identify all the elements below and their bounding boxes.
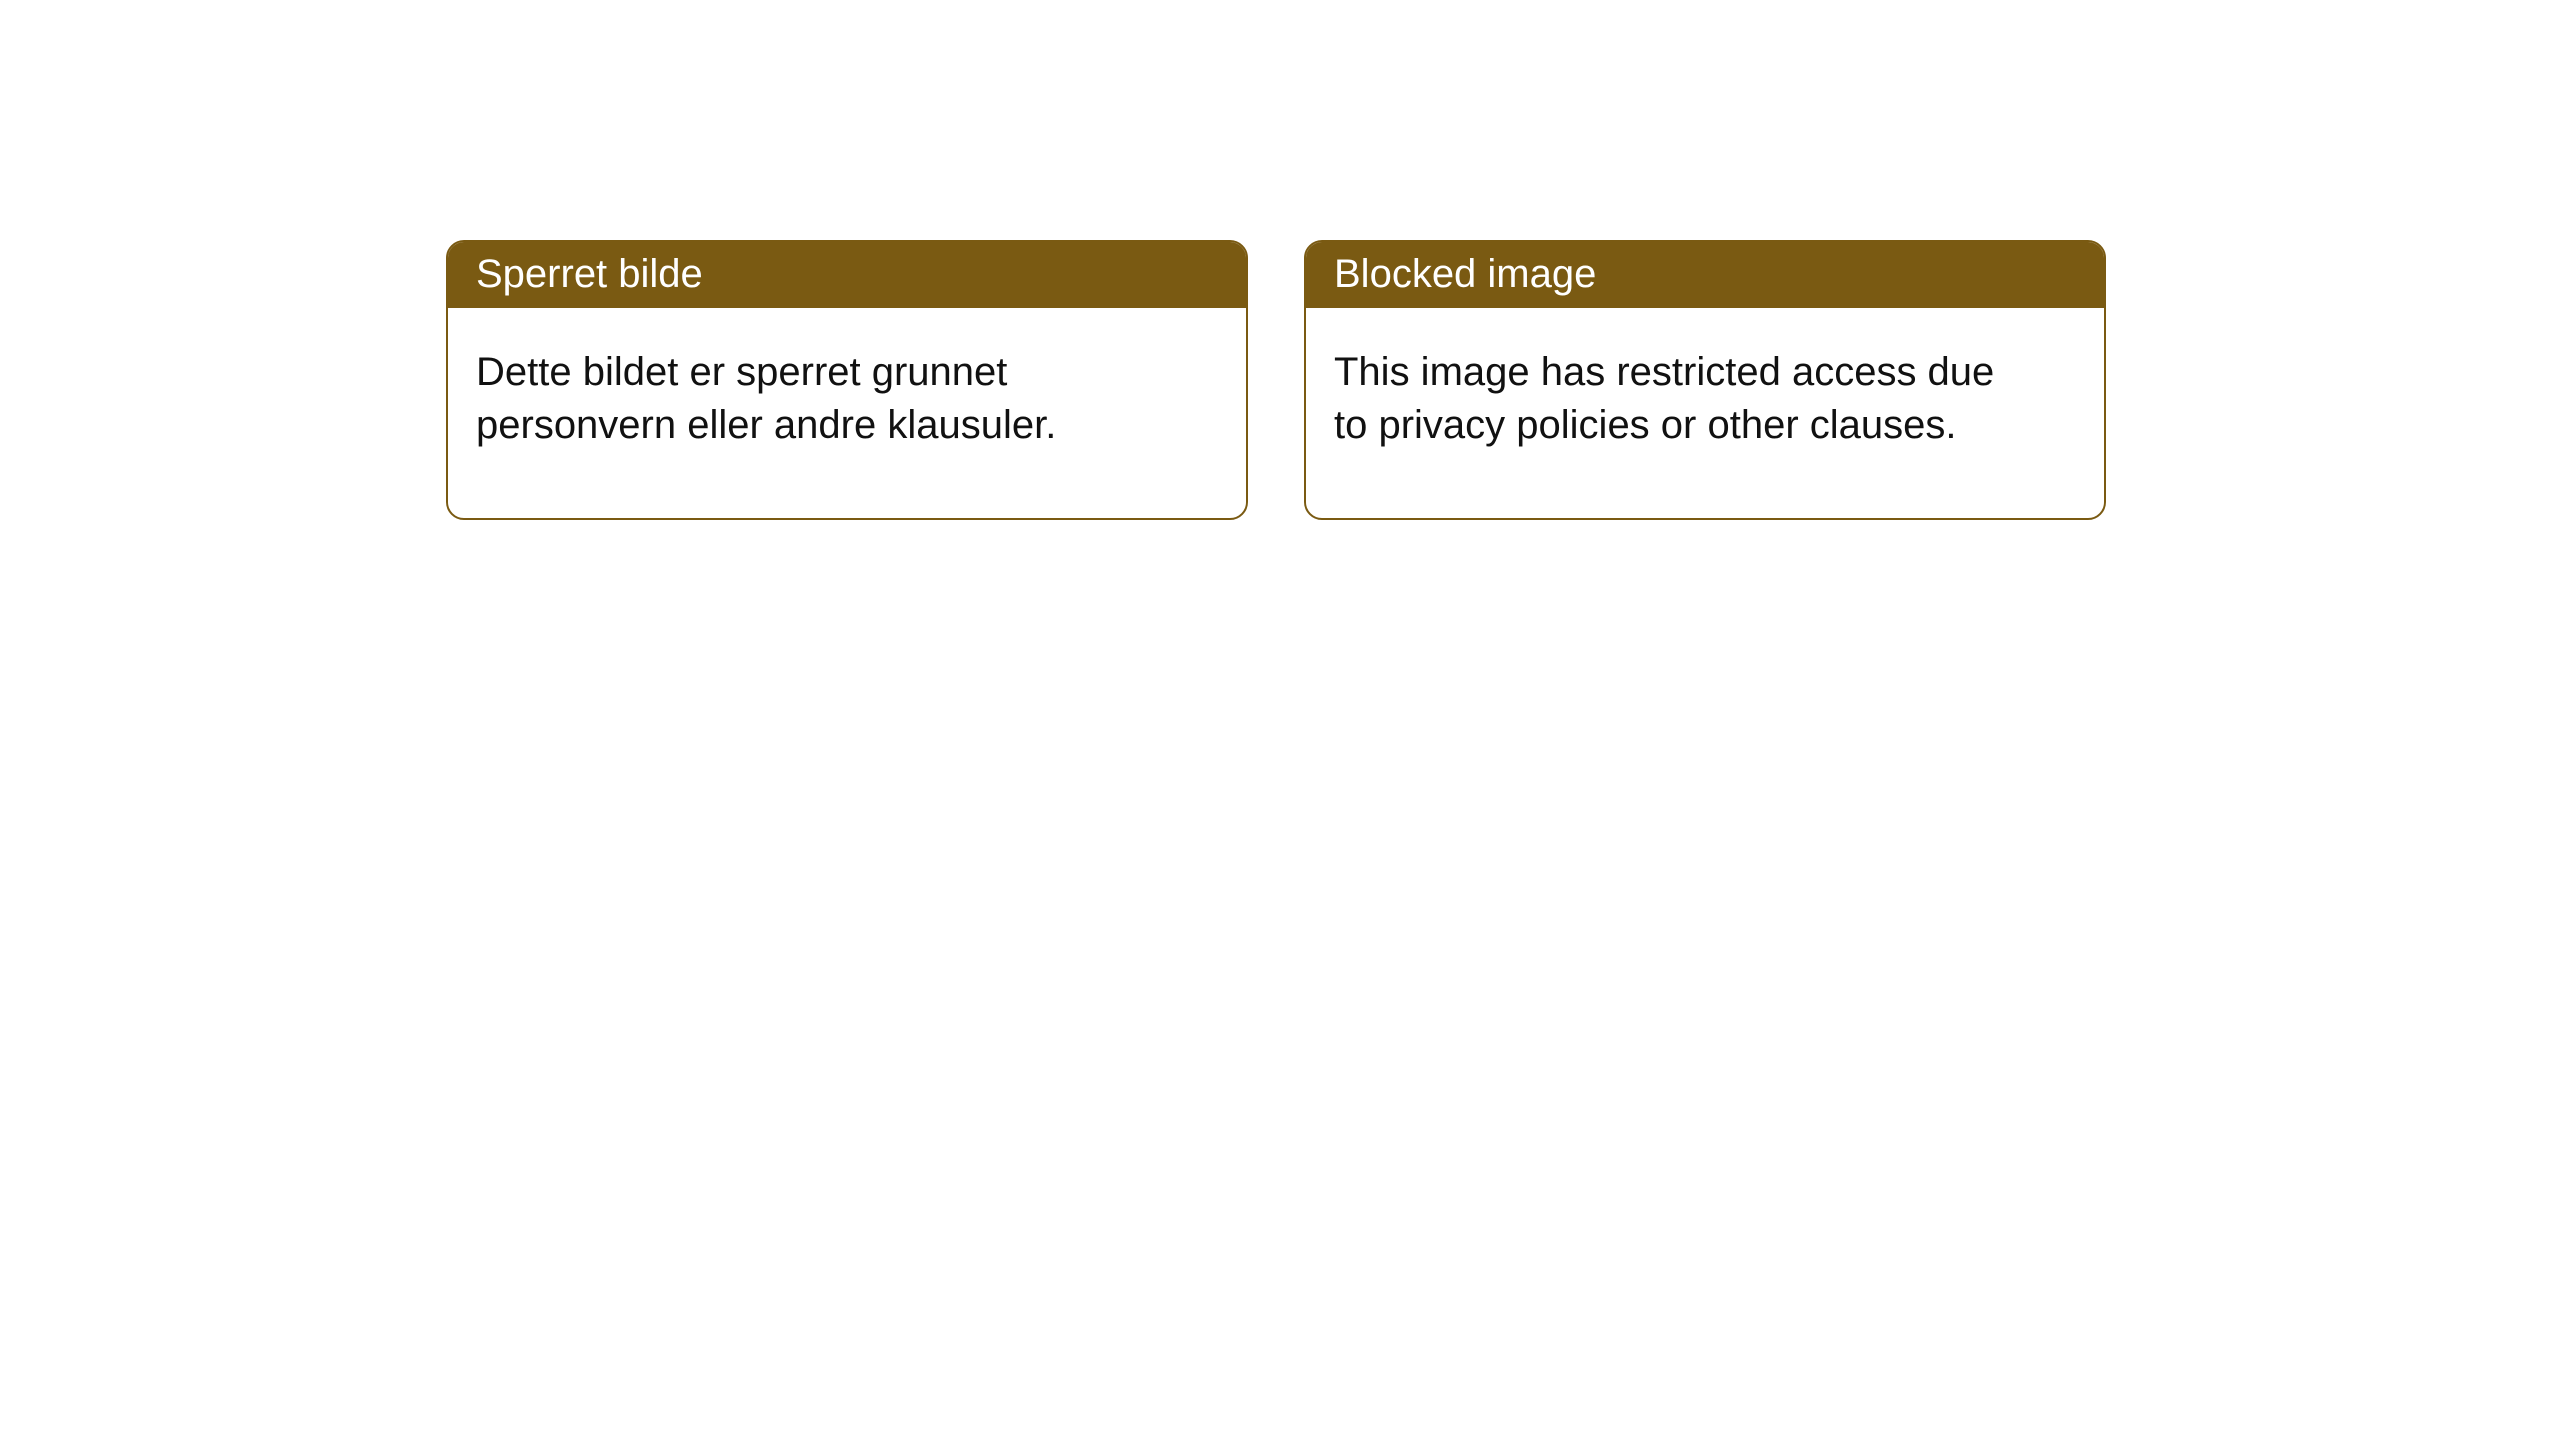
- notice-card-no: Sperret bilde Dette bildet er sperret gr…: [446, 240, 1248, 520]
- notice-card-en: Blocked image This image has restricted …: [1304, 240, 2106, 520]
- notice-card-text-en: This image has restricted access due to …: [1334, 346, 2014, 452]
- notice-card-title-no: Sperret bilde: [448, 242, 1246, 308]
- notice-card-text-no: Dette bildet er sperret grunnet personve…: [476, 346, 1156, 452]
- page: Sperret bilde Dette bildet er sperret gr…: [0, 0, 2560, 1440]
- notice-card-body-no: Dette bildet er sperret grunnet personve…: [448, 308, 1246, 518]
- notice-cards-row: Sperret bilde Dette bildet er sperret gr…: [446, 240, 2106, 520]
- notice-card-body-en: This image has restricted access due to …: [1306, 308, 2104, 518]
- notice-card-title-en: Blocked image: [1306, 242, 2104, 308]
